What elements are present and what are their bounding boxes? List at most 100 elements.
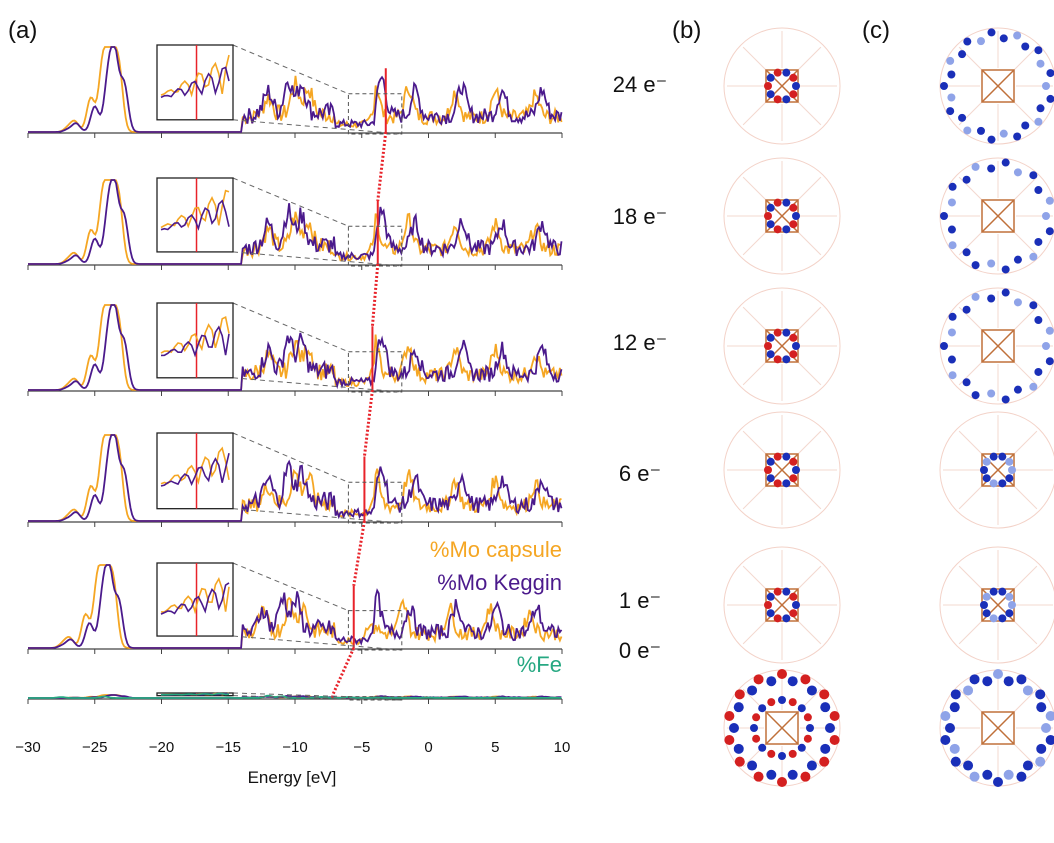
orbital-lobe	[1021, 121, 1030, 130]
zoom-window-box	[347, 225, 403, 267]
capsule-bond	[1010, 306, 1038, 334]
orbital-lobe	[782, 614, 791, 623]
x-tick-label: 5	[491, 739, 499, 756]
orbital-lobe	[982, 769, 993, 780]
orbital-lobe	[980, 601, 988, 609]
orbital-lobe	[962, 248, 971, 257]
keggin-bond	[981, 329, 1015, 363]
orbital-lobe	[947, 328, 956, 337]
orbital-lobe	[982, 592, 991, 601]
orbital-lobe	[766, 457, 775, 466]
panel-c-molecule-3	[939, 411, 1054, 529]
panel-c-molecule-5	[939, 669, 1054, 787]
orbital-lobe	[1029, 382, 1038, 391]
orbital-lobe	[773, 587, 782, 596]
orbital-lobe	[788, 749, 797, 758]
orbital-lobe	[777, 777, 787, 787]
orbital-lobe	[1008, 466, 1016, 474]
orbital-lobe	[758, 704, 767, 713]
orbital-lobe	[1021, 42, 1030, 51]
keggin-bond	[981, 69, 1015, 103]
capsule-bond	[742, 228, 770, 256]
orbital-lobe	[963, 37, 972, 46]
capsule-outline	[723, 546, 841, 664]
orbital-lobe	[773, 68, 782, 77]
zoom-window-box	[347, 351, 403, 393]
orbital-lobe	[1013, 168, 1022, 177]
inset-series-line	[160, 199, 230, 231]
orbital-lobe	[1036, 104, 1045, 113]
orbital-lobe	[724, 735, 735, 746]
orbital-lobe	[969, 674, 980, 685]
capsule-bond	[794, 482, 822, 510]
orbital-lobe	[1034, 237, 1043, 246]
orbital-lobe	[987, 135, 996, 144]
orbital-lobe	[1022, 685, 1033, 696]
orbital-lobe	[806, 724, 814, 732]
orbital-lobe	[766, 676, 777, 687]
orbital-lobe	[1041, 723, 1051, 733]
orbital-lobe	[789, 220, 798, 229]
orbital-lobe	[789, 457, 798, 466]
orbital-lobe	[1036, 59, 1045, 68]
orbital-lobe	[1042, 82, 1050, 90]
capsule-bond	[742, 46, 770, 74]
capsule-bond	[1010, 228, 1038, 256]
orbital-lobe	[987, 259, 996, 268]
orbital-lobe	[971, 292, 980, 301]
capsule-bond	[958, 617, 986, 645]
orbital-lobe	[1045, 357, 1054, 366]
orbital-lobe	[998, 479, 1007, 488]
orbital-lobe	[773, 198, 782, 207]
orbital-lobe	[976, 37, 985, 46]
panel-c-molecule-2	[939, 287, 1054, 405]
zoom-window-box	[347, 610, 403, 651]
capsule-bond	[1010, 565, 1038, 593]
orbital-lobe	[777, 669, 787, 679]
inset-connector-bottom	[232, 251, 402, 267]
orbital-lobe	[1029, 171, 1038, 180]
orbital-lobe	[1005, 457, 1014, 466]
electron-count-label: 0 e⁻	[619, 638, 661, 663]
inset-connector-top	[232, 562, 349, 612]
inset-connector-top	[232, 177, 349, 227]
molecule-renderings	[723, 27, 1054, 787]
orbital-lobe	[982, 676, 993, 687]
orbital-lobe	[782, 198, 791, 207]
x-tick-label: 0	[424, 739, 432, 756]
panel-c-molecule-1	[939, 157, 1054, 275]
orbital-lobe	[940, 710, 951, 721]
fermi-level-trend	[331, 131, 388, 697]
electron-count-label: 12 e⁻	[613, 330, 667, 355]
orbital-lobe	[789, 592, 798, 601]
orbital-lobe	[950, 756, 961, 767]
orbital-lobe	[787, 676, 798, 687]
orbital-lobe	[753, 771, 764, 782]
orbital-lobe	[773, 328, 782, 337]
capsule-bond	[742, 176, 770, 204]
orbital-lobe	[1045, 326, 1054, 335]
orbital-lobe	[789, 203, 798, 212]
orbital-lobe	[1016, 771, 1027, 782]
orbital-lobe	[989, 452, 998, 461]
orbital-lobe	[767, 749, 776, 758]
orbital-lobe	[734, 689, 745, 700]
orbital-lobe	[1016, 674, 1027, 685]
orbital-lobe	[1005, 592, 1014, 601]
capsule-bond	[1010, 46, 1038, 74]
orbital-lobe	[752, 734, 761, 743]
keggin-core	[981, 329, 1015, 363]
x-tick-label: 10	[554, 739, 571, 756]
orbital-lobe	[729, 723, 739, 733]
orbital-lobe	[1045, 196, 1054, 205]
keggin-frame	[981, 199, 1015, 233]
orbital-lobe	[792, 601, 800, 609]
orbital-lobe	[764, 342, 772, 350]
orbital-lobe	[1042, 212, 1050, 220]
orbital-lobe	[1005, 474, 1014, 483]
capsule-bond	[794, 228, 822, 256]
legend-fe: %Fe	[517, 652, 562, 677]
orbital-lobe	[958, 113, 967, 122]
orbital-lobe	[947, 355, 956, 364]
